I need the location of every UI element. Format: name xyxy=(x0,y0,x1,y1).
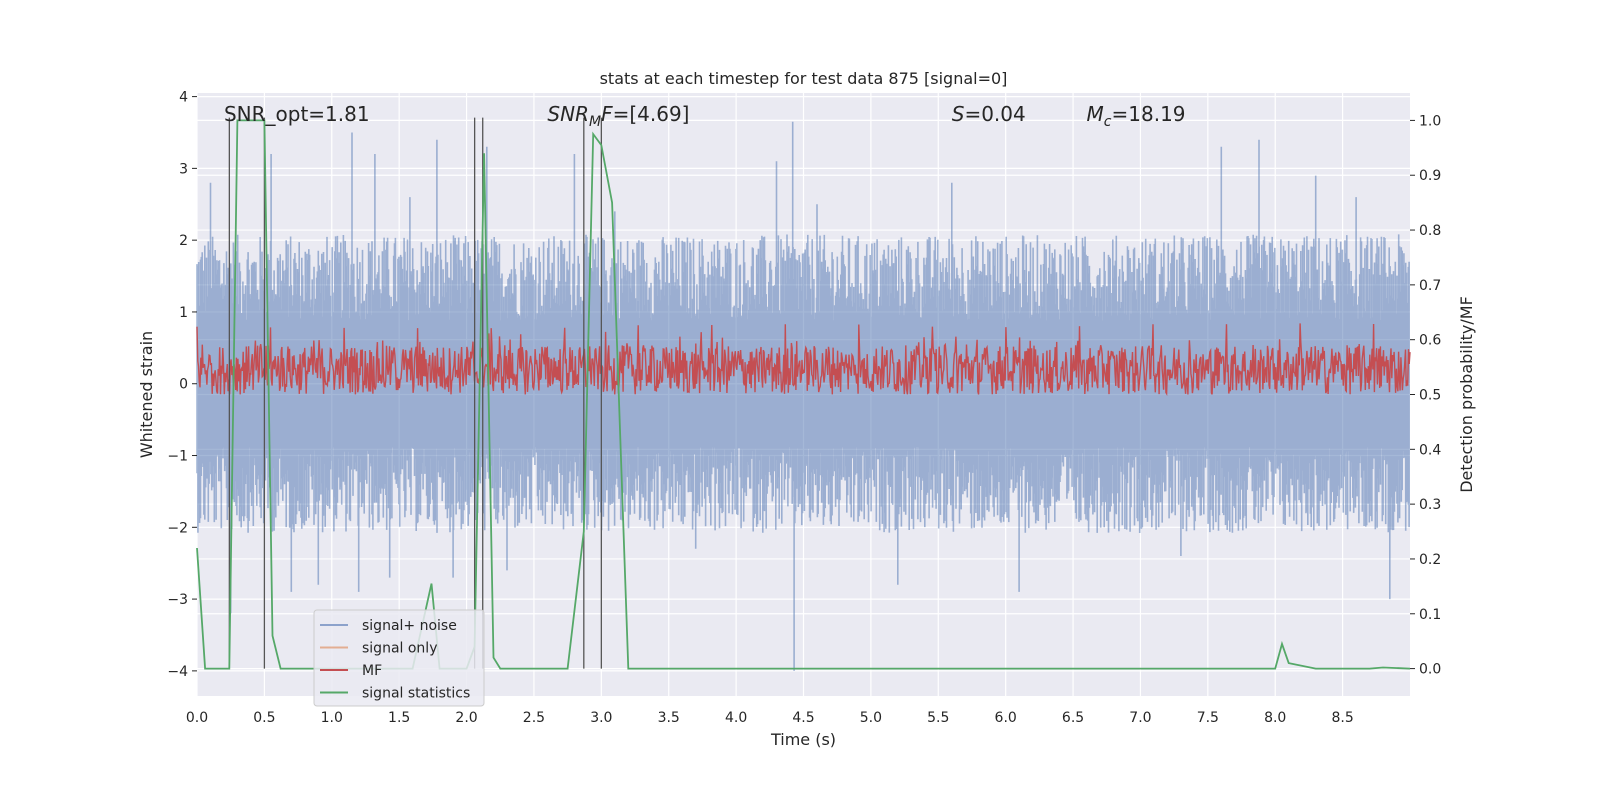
annotation-sub: c xyxy=(1104,114,1112,130)
x-tick-label: 3.5 xyxy=(658,710,680,726)
legend-label: signal+ noise xyxy=(362,618,457,634)
x-tick-label: 4.0 xyxy=(725,710,747,726)
y2-axis-ticks: 1.0 0.9 0.8 0.7 0.6 0.5 0.4 0.3 0.2 0.1 0.0 xyxy=(1410,113,1441,678)
x-tick-label: 1.0 xyxy=(321,710,343,726)
x-tick-label: 3.0 xyxy=(590,710,612,726)
y2-tick-label: 0.6 xyxy=(1419,333,1441,349)
legend-label: signal statistics xyxy=(362,686,470,702)
y2-tick-label: 0.0 xyxy=(1419,662,1441,678)
annotation-main: SNR xyxy=(547,102,589,126)
annotation-suffix: =0.04 xyxy=(964,102,1025,126)
y-tick-label: 2 xyxy=(179,233,188,249)
annotation-main: M xyxy=(1087,102,1104,126)
x-tick-label: 6.5 xyxy=(1062,710,1084,726)
x-tick-label: 2.5 xyxy=(523,710,545,726)
y2-tick-label: 0.3 xyxy=(1419,497,1441,513)
y-tick-label: −4 xyxy=(167,664,188,680)
y-tick-label: 3 xyxy=(179,161,188,177)
x-tick-label: 0.5 xyxy=(253,710,275,726)
x-tick-label: 6.0 xyxy=(995,710,1017,726)
annotation-suffix-rest: =[4.69] xyxy=(613,102,690,126)
y-tick-label: 0 xyxy=(179,377,188,393)
annotation-suffix-italic: F xyxy=(601,102,613,126)
x-tick-label: 8.5 xyxy=(1331,710,1353,726)
y2-tick-label: 0.5 xyxy=(1419,388,1441,404)
y2-tick-label: 0.9 xyxy=(1419,168,1441,184)
y2-tick-label: 0.1 xyxy=(1419,607,1441,623)
annotation-suffix: F=[4.69] xyxy=(601,102,689,126)
legend-box xyxy=(313,609,485,707)
x-tick-label: 4.5 xyxy=(792,710,814,726)
x-tick-label: 5.5 xyxy=(927,710,949,726)
signal-noise-trace xyxy=(196,121,1410,671)
y2-tick-label: 1.0 xyxy=(1419,113,1441,129)
x-tick-label: 7.0 xyxy=(1129,710,1151,726)
legend-label: signal only xyxy=(362,641,437,657)
x-tick-label: 7.5 xyxy=(1197,710,1219,726)
annotation-1: SNRMF=[4.69] xyxy=(547,102,689,130)
mf-trace xyxy=(196,323,1411,397)
series-signal-statistics xyxy=(196,119,1411,670)
series-mf xyxy=(196,323,1411,397)
x-tick-label: 0.0 xyxy=(186,710,208,726)
annotation-main: SNR_opt=1.81 xyxy=(224,102,370,126)
annotation-main: S xyxy=(952,102,965,126)
legend: signal+ noise signal only MF signal statist… xyxy=(313,609,485,707)
y-tick-label: 4 xyxy=(179,90,188,106)
x-tick-label: 8.0 xyxy=(1264,710,1286,726)
y-tick-label: 1 xyxy=(179,305,188,321)
y-tick-label: −2 xyxy=(167,520,188,536)
annotation-3: Mc=18.19 xyxy=(1087,102,1186,130)
y2-tick-label: 0.8 xyxy=(1419,223,1441,239)
y-axis-ticks: 4 3 2 1 0 −1 −2 −3 −4 xyxy=(167,90,197,680)
x-axis-ticks: 0.0 0.5 1.0 1.5 2.0 2.5 3.0 3.5 4.0 4.5 5.0 5.5 6.0 6… xyxy=(186,710,1354,726)
chart-title: stats at each timestep for test data 875… xyxy=(600,69,1008,88)
y2-tick-label: 0.7 xyxy=(1419,278,1441,294)
annotation-2: S=0.04 xyxy=(952,102,1026,126)
x-tick-label: 2.0 xyxy=(455,710,477,726)
y-tick-label: −1 xyxy=(167,449,188,465)
x-tick-label: 5.0 xyxy=(860,710,882,726)
y2-axis-label: Detection probability/MF xyxy=(1457,296,1476,493)
legend-label: MF xyxy=(362,663,382,679)
y-tick-label: −3 xyxy=(167,592,188,608)
annotations: SNR_opt=1.81 SNRMF=[4.69] S=0.04 Mc=18.19 xyxy=(224,102,1186,130)
x-axis-label: Time (s) xyxy=(770,730,836,749)
annotation-suffix: =18.19 xyxy=(1112,102,1186,126)
y2-tick-label: 0.4 xyxy=(1419,442,1441,458)
signal-statistics-trace xyxy=(196,119,1411,670)
annotation-0: SNR_opt=1.81 xyxy=(224,102,370,126)
series-signal-noise xyxy=(196,121,1410,671)
annotation-sub: M xyxy=(589,114,601,130)
y-axis-label: Whitened strain xyxy=(137,331,156,458)
x-tick-label: 1.5 xyxy=(388,710,410,726)
y2-tick-label: 0.2 xyxy=(1419,552,1441,568)
